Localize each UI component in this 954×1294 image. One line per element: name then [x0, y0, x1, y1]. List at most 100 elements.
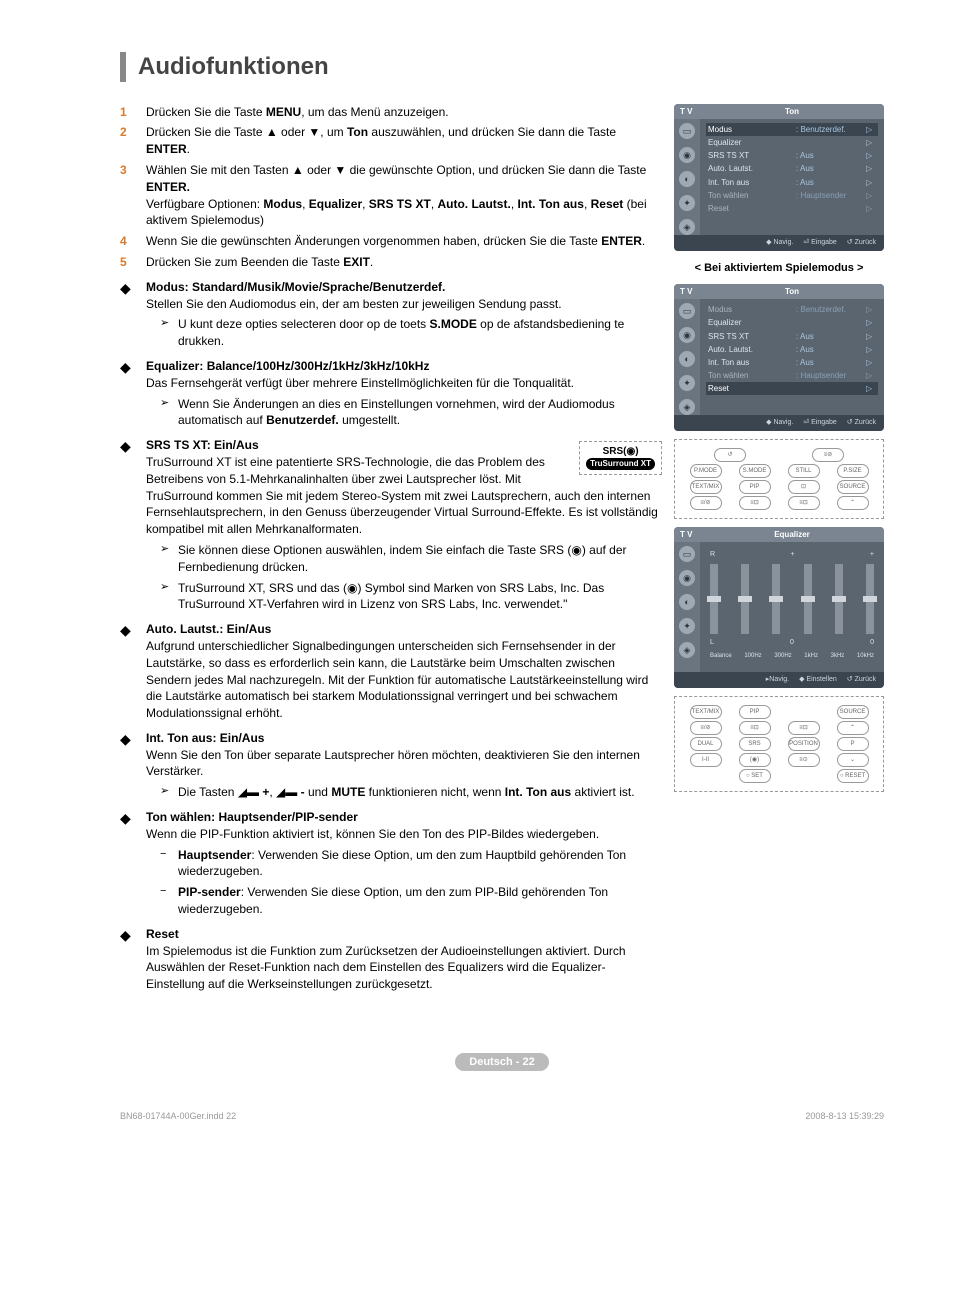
sub-arrow-icon: ➢	[160, 580, 178, 614]
remote-row: P.MODES.MODESTILLP.SIZE	[681, 464, 877, 478]
feature-item: ◆Equalizer: Balance/100Hz/300Hz/1kHz/3kH…	[120, 358, 662, 429]
step-text: Drücken Sie die Taste MENU, um das Menü …	[146, 104, 662, 121]
instruction-step: 1Drücken Sie die Taste MENU, um das Menü…	[120, 104, 662, 121]
remote-button: S.MODE	[739, 464, 771, 478]
diamond-icon: ◆	[120, 437, 146, 613]
remote-button: SOURCE	[837, 705, 869, 719]
sub-arrow-icon: ➢	[160, 396, 178, 430]
remote-button: (◉)	[739, 753, 771, 767]
remote-button: TEXT/MIX	[690, 705, 722, 719]
diamond-icon: ◆	[120, 358, 146, 429]
sub-note: −PIP-sender: Verwenden Sie diese Option,…	[160, 884, 662, 918]
osd-row: Auto. Lautst.: Aus▷	[706, 343, 878, 356]
remote-button: STILL	[788, 464, 820, 478]
diamond-icon: ◆	[120, 621, 146, 722]
eq-slider	[804, 564, 812, 634]
instruction-step: 4Wenn Sie die gewünschten Änderungen vor…	[120, 233, 662, 250]
eq-slider	[772, 564, 780, 634]
remote-button: P.SIZE	[837, 464, 869, 478]
instruction-step: 2Drücken Sie die Taste ▲ oder ▼, um Ton …	[120, 124, 662, 158]
osd-header: T VEqualizer	[674, 527, 884, 542]
remote-row: ↺≡⊘	[681, 448, 877, 462]
remote-button: ≡/⊘	[690, 721, 722, 735]
osd-equalizer: T VEqualizer▭◉◐✦◈R++L00Balance100Hz300Hz…	[674, 527, 884, 688]
page-title: Audiofunktionen	[138, 50, 329, 84]
instruction-step: 5Drücken Sie zum Beenden die Taste EXIT.	[120, 254, 662, 271]
diamond-icon: ◆	[120, 279, 146, 350]
remote-button: ≡⊡	[739, 721, 771, 735]
sub-note: ➢Sie können diese Optionen auswählen, in…	[160, 542, 662, 576]
remote-button: PIP	[739, 480, 771, 494]
remote-button: ⌄	[837, 753, 869, 767]
sub-arrow-icon: ➢	[160, 784, 178, 801]
eq-slider	[710, 564, 718, 634]
osd-row: Reset▷	[706, 382, 878, 395]
sub-arrow-icon: ➢	[160, 316, 178, 350]
osd-row: Ton wählen: Hauptsender▷	[706, 369, 878, 382]
remote-diagram-2: TEXT/MIXPIPSOURCE≡/⊘≡⊡≡⊡⌃DUALSRSPOSITION…	[674, 696, 884, 792]
osd-ton-menu-1: T VTon▭◉◐✦◈Modus: Benutzerdef.▷Equalizer…	[674, 104, 884, 251]
osd-row: SRS TS XT: Aus▷	[706, 149, 878, 162]
osd-row: Equalizer▷	[706, 316, 878, 329]
diamond-icon: ◆	[120, 926, 146, 993]
print-marks: BN68-01744A-00Ger.indd 22 2008-8-13 15:3…	[120, 1110, 884, 1123]
eq-slider	[866, 564, 874, 634]
step-text: Wählen Sie mit den Tasten ▲ oder ▼ die g…	[146, 162, 662, 229]
osd-footer: ▸Navig.◆ Einstellen↺ Zurück	[674, 672, 884, 688]
remote-button: ⌃	[837, 721, 869, 735]
osd-footer: ◆ Navig.⏎ Eingabe↺ Zurück	[674, 235, 884, 251]
feature-item: ◆Ton wählen: Hauptsender/PIP-senderWenn …	[120, 809, 662, 918]
osd-row: Modus: Benutzerdef.▷	[706, 303, 878, 316]
remote-row: ≡/⊘ ≡⊡ ≡⊡ ⌃	[681, 496, 877, 510]
sub-note: ➢Die Tasten ◢▬ +, ◢▬ - und MUTE funktion…	[160, 784, 662, 801]
osd-row: Ton wählen: Hauptsender▷	[706, 189, 878, 202]
step-number: 2	[120, 124, 146, 158]
feature-item: ◆Int. Ton aus: Ein/AusWenn Sie den Ton ü…	[120, 730, 662, 801]
instructions-column: 1Drücken Sie die Taste MENU, um das Menü…	[120, 104, 662, 993]
remote-button: ≡⊘	[812, 448, 844, 462]
remote-button: PIP	[739, 705, 771, 719]
step-number: 5	[120, 254, 146, 271]
remote-button: ≡⊡	[739, 496, 771, 510]
step-text: Drücken Sie die Taste ▲ oder ▼, um Ton a…	[146, 124, 662, 158]
sub-note: ➢Wenn Sie Änderungen an dies en Einstell…	[160, 396, 662, 430]
sub-note: ➢U kunt deze opties selecteren door op d…	[160, 316, 662, 350]
remote-button: ○ SET	[739, 769, 771, 783]
remote-button: ○ RESET	[837, 769, 869, 783]
sub-arrow-icon: −	[160, 884, 178, 918]
remote-button: P	[837, 737, 869, 751]
osd-header: T VTon	[674, 284, 884, 299]
diamond-icon: ◆	[120, 809, 146, 918]
osd-row: Int. Ton aus: Aus▷	[706, 356, 878, 369]
illustrations-column: T VTon▭◉◐✦◈Modus: Benutzerdef.▷Equalizer…	[674, 104, 884, 993]
remote-button: DUAL	[690, 737, 722, 751]
remote-button: ≡⊡	[788, 496, 820, 510]
osd-category-icons: ▭◉◐✦◈	[674, 299, 700, 415]
remote-button: ⌃	[837, 496, 869, 510]
page-number-badge: Deutsch - 22	[455, 1053, 548, 1071]
osd-category-icons: ▭◉◐✦◈	[674, 119, 700, 235]
remote-button: SRS	[739, 737, 771, 751]
eq-slider	[835, 564, 843, 634]
remote-row: ○ SET ○ RESET	[681, 769, 877, 783]
osd-footer: ◆ Navig.⏎ Eingabe↺ Zurück	[674, 415, 884, 431]
osd-ton-menu-2: T VTon▭◉◐✦◈ Modus: Benutzerdef.▷Equalizer…	[674, 284, 884, 431]
print-file: BN68-01744A-00Ger.indd 22	[120, 1110, 236, 1123]
remote-button: I-II	[690, 753, 722, 767]
osd-category-icons: ▭◉◐✦◈	[674, 542, 700, 672]
osd-row: Reset▷	[706, 202, 878, 215]
remote-button: ≡/⊘	[690, 496, 722, 510]
step-text: Drücken Sie zum Beenden die Taste EXIT.	[146, 254, 662, 271]
remote-row: ≡/⊘ ≡⊡ ≡⊡ ⌃	[681, 721, 877, 735]
remote-button: ⊡	[788, 480, 820, 494]
remote-button: ≡⊙	[788, 753, 820, 767]
osd-row: SRS TS XT: Aus▷	[706, 330, 878, 343]
instruction-step: 3Wählen Sie mit den Tasten ▲ oder ▼ die …	[120, 162, 662, 229]
feature-item: ◆SRS(◉)TruSurround XTSRS TS XT: Ein/AusT…	[120, 437, 662, 613]
step-number: 4	[120, 233, 146, 250]
remote-row: TEXT/MIX PIP SOURCE	[681, 705, 877, 719]
remote-button: ≡⊡	[788, 721, 820, 735]
eq-slider	[741, 564, 749, 634]
sub-note: −Hauptsender: Verwenden Sie diese Option…	[160, 847, 662, 881]
title-accent	[120, 52, 126, 82]
